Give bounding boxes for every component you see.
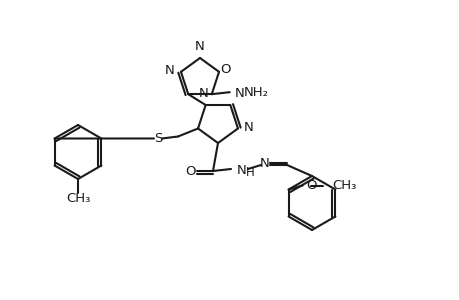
- Text: N: N: [234, 87, 244, 100]
- Text: NH₂: NH₂: [243, 86, 268, 99]
- Text: N: N: [259, 157, 269, 169]
- Text: O: O: [219, 63, 230, 76]
- Text: O: O: [185, 164, 196, 178]
- Text: N: N: [236, 164, 246, 176]
- Text: N: N: [198, 87, 208, 100]
- Text: N: N: [165, 64, 174, 77]
- Text: CH₃: CH₃: [66, 193, 90, 206]
- Text: N: N: [195, 40, 204, 53]
- Text: N: N: [243, 121, 253, 134]
- Text: S: S: [153, 132, 162, 145]
- Text: O: O: [306, 179, 316, 192]
- Text: H: H: [246, 167, 254, 179]
- Text: CH₃: CH₃: [332, 179, 356, 192]
